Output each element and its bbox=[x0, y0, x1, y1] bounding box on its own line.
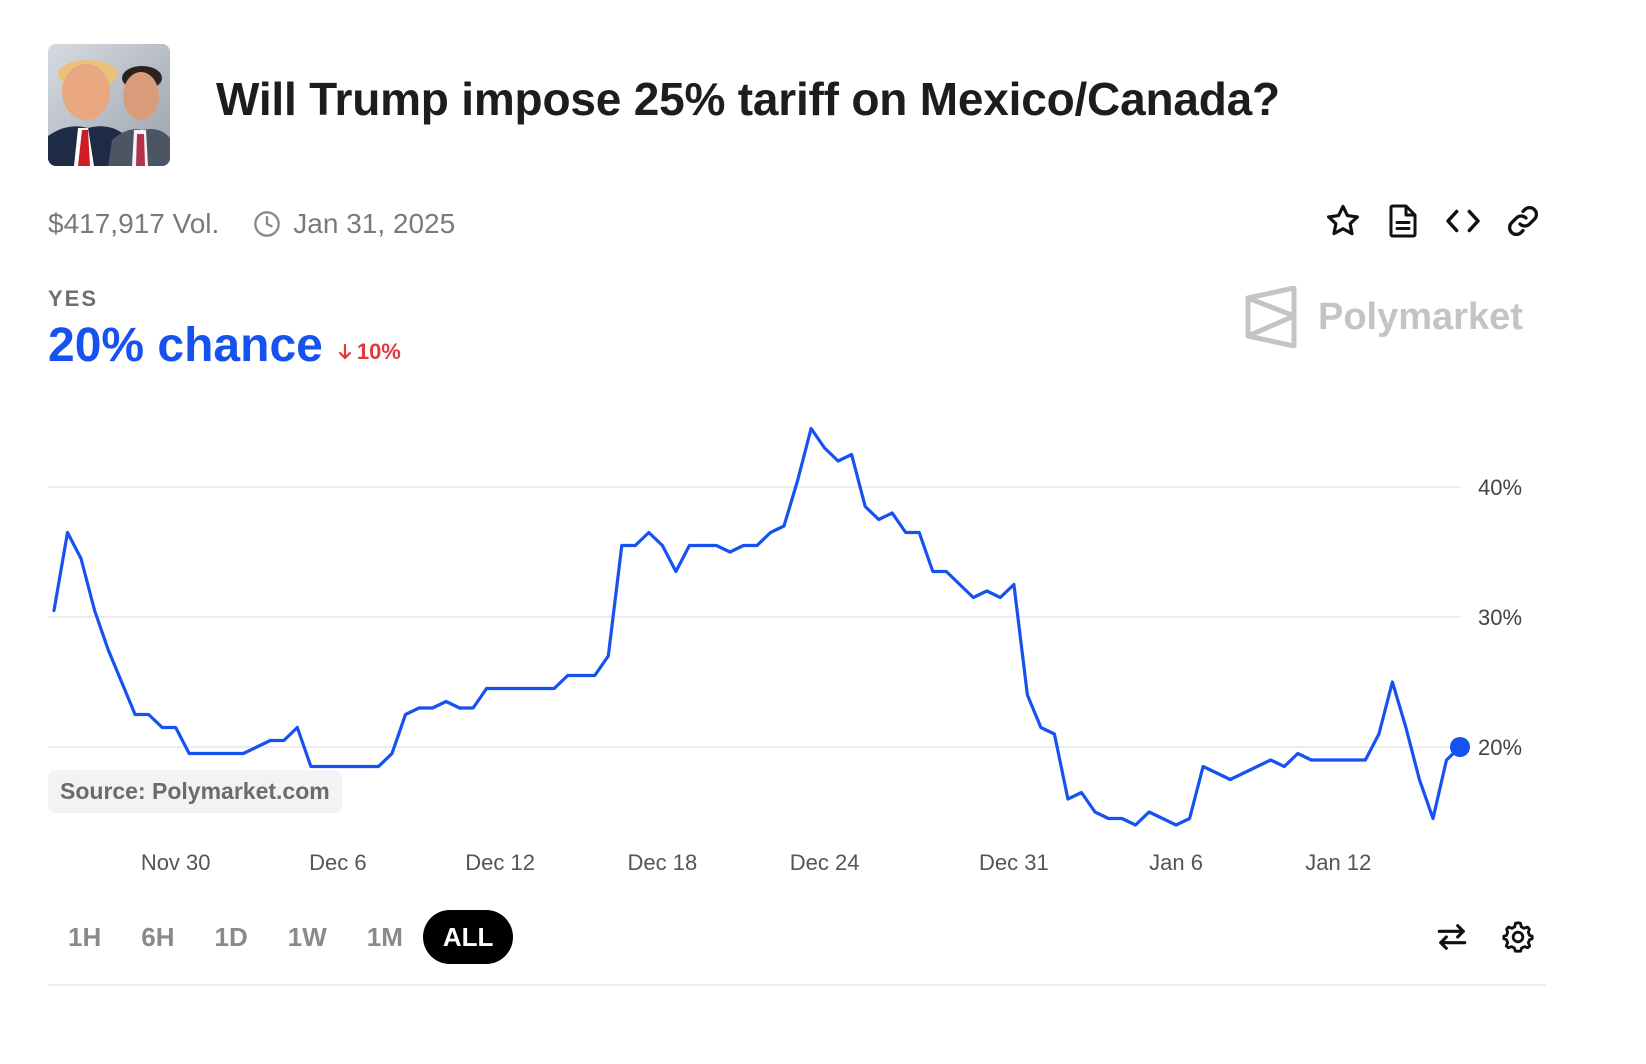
y-tick-label: 20% bbox=[1478, 735, 1522, 760]
x-tick-label: Dec 18 bbox=[628, 850, 698, 875]
range-1h[interactable]: 1H bbox=[68, 921, 102, 952]
rules-button[interactable] bbox=[1384, 200, 1422, 242]
x-tick-label: Dec 31 bbox=[979, 850, 1049, 875]
x-tick-label: Jan 12 bbox=[1305, 850, 1371, 875]
swap-outcome-button[interactable] bbox=[1432, 916, 1472, 958]
chance-row: 20% chance 10% bbox=[48, 318, 401, 373]
brand-watermark: Polymarket bbox=[1244, 286, 1523, 348]
x-tick-label: Jan 6 bbox=[1149, 850, 1203, 875]
bookmark-button[interactable] bbox=[1324, 200, 1362, 242]
market-thumbnail-image bbox=[48, 44, 170, 166]
code-icon bbox=[1446, 209, 1480, 233]
link-icon bbox=[1508, 206, 1538, 236]
change-value: 10% bbox=[356, 339, 401, 364]
y-axis-ticks: 20% 30% 40% bbox=[1478, 475, 1522, 760]
outcome-label: YES bbox=[48, 286, 99, 311]
range-1m[interactable]: 1M bbox=[366, 921, 403, 952]
range-all[interactable]: ALL bbox=[422, 910, 514, 964]
embed-button[interactable] bbox=[1444, 200, 1482, 242]
source-label: Source: Polymarket.com bbox=[48, 770, 342, 813]
market-actions bbox=[1324, 200, 1542, 242]
x-tick-label: Nov 30 bbox=[141, 850, 211, 875]
time-range-selector: 1H 6H 1D 1W 1M ALL bbox=[48, 910, 514, 964]
volume-text: $417,917 Vol. bbox=[48, 208, 220, 239]
series-line bbox=[52, 426, 1462, 827]
document-icon bbox=[1389, 204, 1417, 238]
range-1d[interactable]: 1D bbox=[214, 921, 248, 952]
x-axis-ticks: Nov 30 Dec 6 Dec 12 Dec 18 Dec 24 Dec 31 Jan 6… bbox=[141, 850, 1372, 875]
polymarket-logo-icon bbox=[1245, 286, 1297, 348]
bottom-divider bbox=[48, 984, 1546, 986]
y-tick-label: 30% bbox=[1478, 605, 1522, 630]
current-value-dot bbox=[1450, 737, 1470, 757]
x-tick-label: Dec 12 bbox=[465, 850, 535, 875]
market-title: Will Trump impose 25% tariff on Mexico/C… bbox=[216, 73, 1280, 125]
settings-gear-icon bbox=[1502, 921, 1534, 953]
x-tick-label: Dec 24 bbox=[790, 850, 860, 875]
y-tick-label: 40% bbox=[1478, 475, 1522, 500]
chance-value: 20% chance bbox=[48, 319, 323, 372]
chart-controls bbox=[1432, 916, 1538, 958]
swap-arrows-icon bbox=[1437, 924, 1467, 950]
range-1w[interactable]: 1W bbox=[287, 921, 327, 952]
star-icon bbox=[1327, 204, 1359, 236]
x-tick-label: Dec 6 bbox=[309, 850, 366, 875]
market-meta: $417,917 Vol. Jan 31, 2025 bbox=[48, 204, 455, 244]
grid-lines bbox=[48, 486, 1460, 748]
brand-name: Polymarket bbox=[1318, 295, 1523, 338]
market-thumbnail bbox=[48, 44, 170, 166]
copy-link-button[interactable] bbox=[1504, 200, 1542, 242]
price-chart[interactable]: 20% 30% 40% Nov 30 Dec 6 Dec 12 Dec 18 Dec 24 D… bbox=[0, 380, 1646, 890]
change-indicator: 10% bbox=[337, 339, 401, 365]
end-date-text: Jan 31, 2025 bbox=[293, 208, 456, 239]
chart-settings-button[interactable] bbox=[1498, 916, 1538, 958]
arrow-down-icon bbox=[338, 343, 351, 360]
range-6h[interactable]: 6H bbox=[141, 921, 175, 952]
clock-icon bbox=[254, 211, 281, 237]
